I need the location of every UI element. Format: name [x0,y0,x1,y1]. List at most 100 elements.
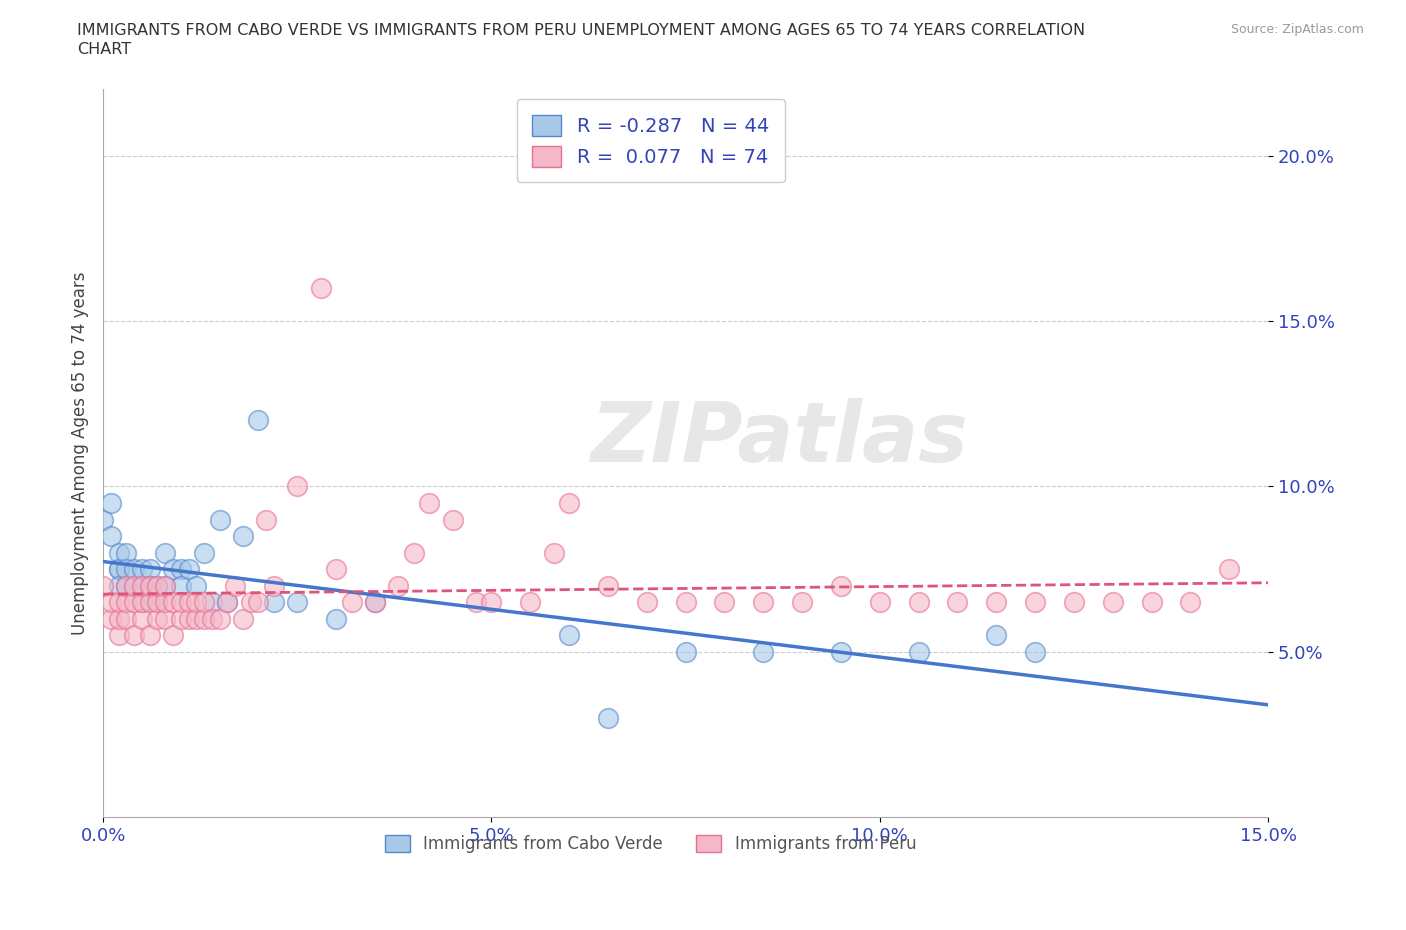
Point [186,578,208,593]
Point [138,628,160,643]
Point [239,595,262,610]
Point [177,595,200,610]
Point [636,595,658,610]
Point [558,628,581,643]
Point [752,644,775,659]
Point [131,562,153,577]
Point [830,644,852,659]
Point [208,611,231,626]
Point [208,512,231,527]
Point [162,595,184,610]
Point [107,562,129,577]
Point [100,496,122,511]
Point [364,595,387,610]
Point [986,628,1008,643]
Point [1218,562,1240,577]
Point [558,496,581,511]
Point [122,562,145,577]
Point [309,281,332,296]
Point [122,595,145,610]
Point [224,578,246,593]
Point [402,545,425,560]
Point [247,595,270,610]
Point [138,578,160,593]
Point [107,545,129,560]
Point [115,578,138,593]
Point [146,595,169,610]
Point [146,595,169,610]
Point [91,578,114,593]
Point [107,562,129,577]
Point [115,595,138,610]
Point [155,595,177,610]
Point [364,595,387,610]
Point [131,578,153,593]
Point [217,595,239,610]
Point [155,578,177,593]
Point [596,578,619,593]
Point [122,578,145,593]
Point [115,611,138,626]
Point [155,545,177,560]
Point [543,545,565,560]
Point [146,611,169,626]
Point [138,578,160,593]
Point [131,595,153,610]
Point [217,595,239,610]
Point [263,578,285,593]
Point [1063,595,1085,610]
Point [100,595,122,610]
Point [170,595,193,610]
Point [155,611,177,626]
Point [100,611,122,626]
Point [193,545,215,560]
Point [201,595,224,610]
Point [162,628,184,643]
Point [254,512,277,527]
Point [107,611,129,626]
Point [193,611,215,626]
Point [146,578,169,593]
Point [107,628,129,643]
Point [138,562,160,577]
Point [752,595,775,610]
Point [138,595,160,610]
Point [713,595,735,610]
Point [201,611,224,626]
Point [122,578,145,593]
Point [464,595,486,610]
Point [830,578,852,593]
Point [907,644,929,659]
Point [170,578,193,593]
Point [946,595,969,610]
Point [107,578,129,593]
Point [441,512,464,527]
Point [869,595,891,610]
Point [162,562,184,577]
Point [986,595,1008,610]
Point [186,595,208,610]
Legend: Immigrants from Cabo Verde, Immigrants from Peru: Immigrants from Cabo Verde, Immigrants f… [378,829,922,860]
Point [1180,595,1202,610]
Point [155,578,177,593]
Point [675,644,697,659]
Point [418,496,440,511]
Point [596,711,619,725]
Point [115,562,138,577]
Point [263,595,285,610]
Point [387,578,409,593]
Point [285,479,308,494]
Point [170,611,193,626]
Point [177,611,200,626]
Point [1101,595,1123,610]
Text: CHART: CHART [77,42,131,57]
Point [146,578,169,593]
Point [1024,595,1046,610]
Point [247,413,270,428]
Point [1024,644,1046,659]
Point [285,595,308,610]
Point [519,595,541,610]
Text: Source: ZipAtlas.com: Source: ZipAtlas.com [1230,23,1364,36]
Point [177,562,200,577]
Point [790,595,813,610]
